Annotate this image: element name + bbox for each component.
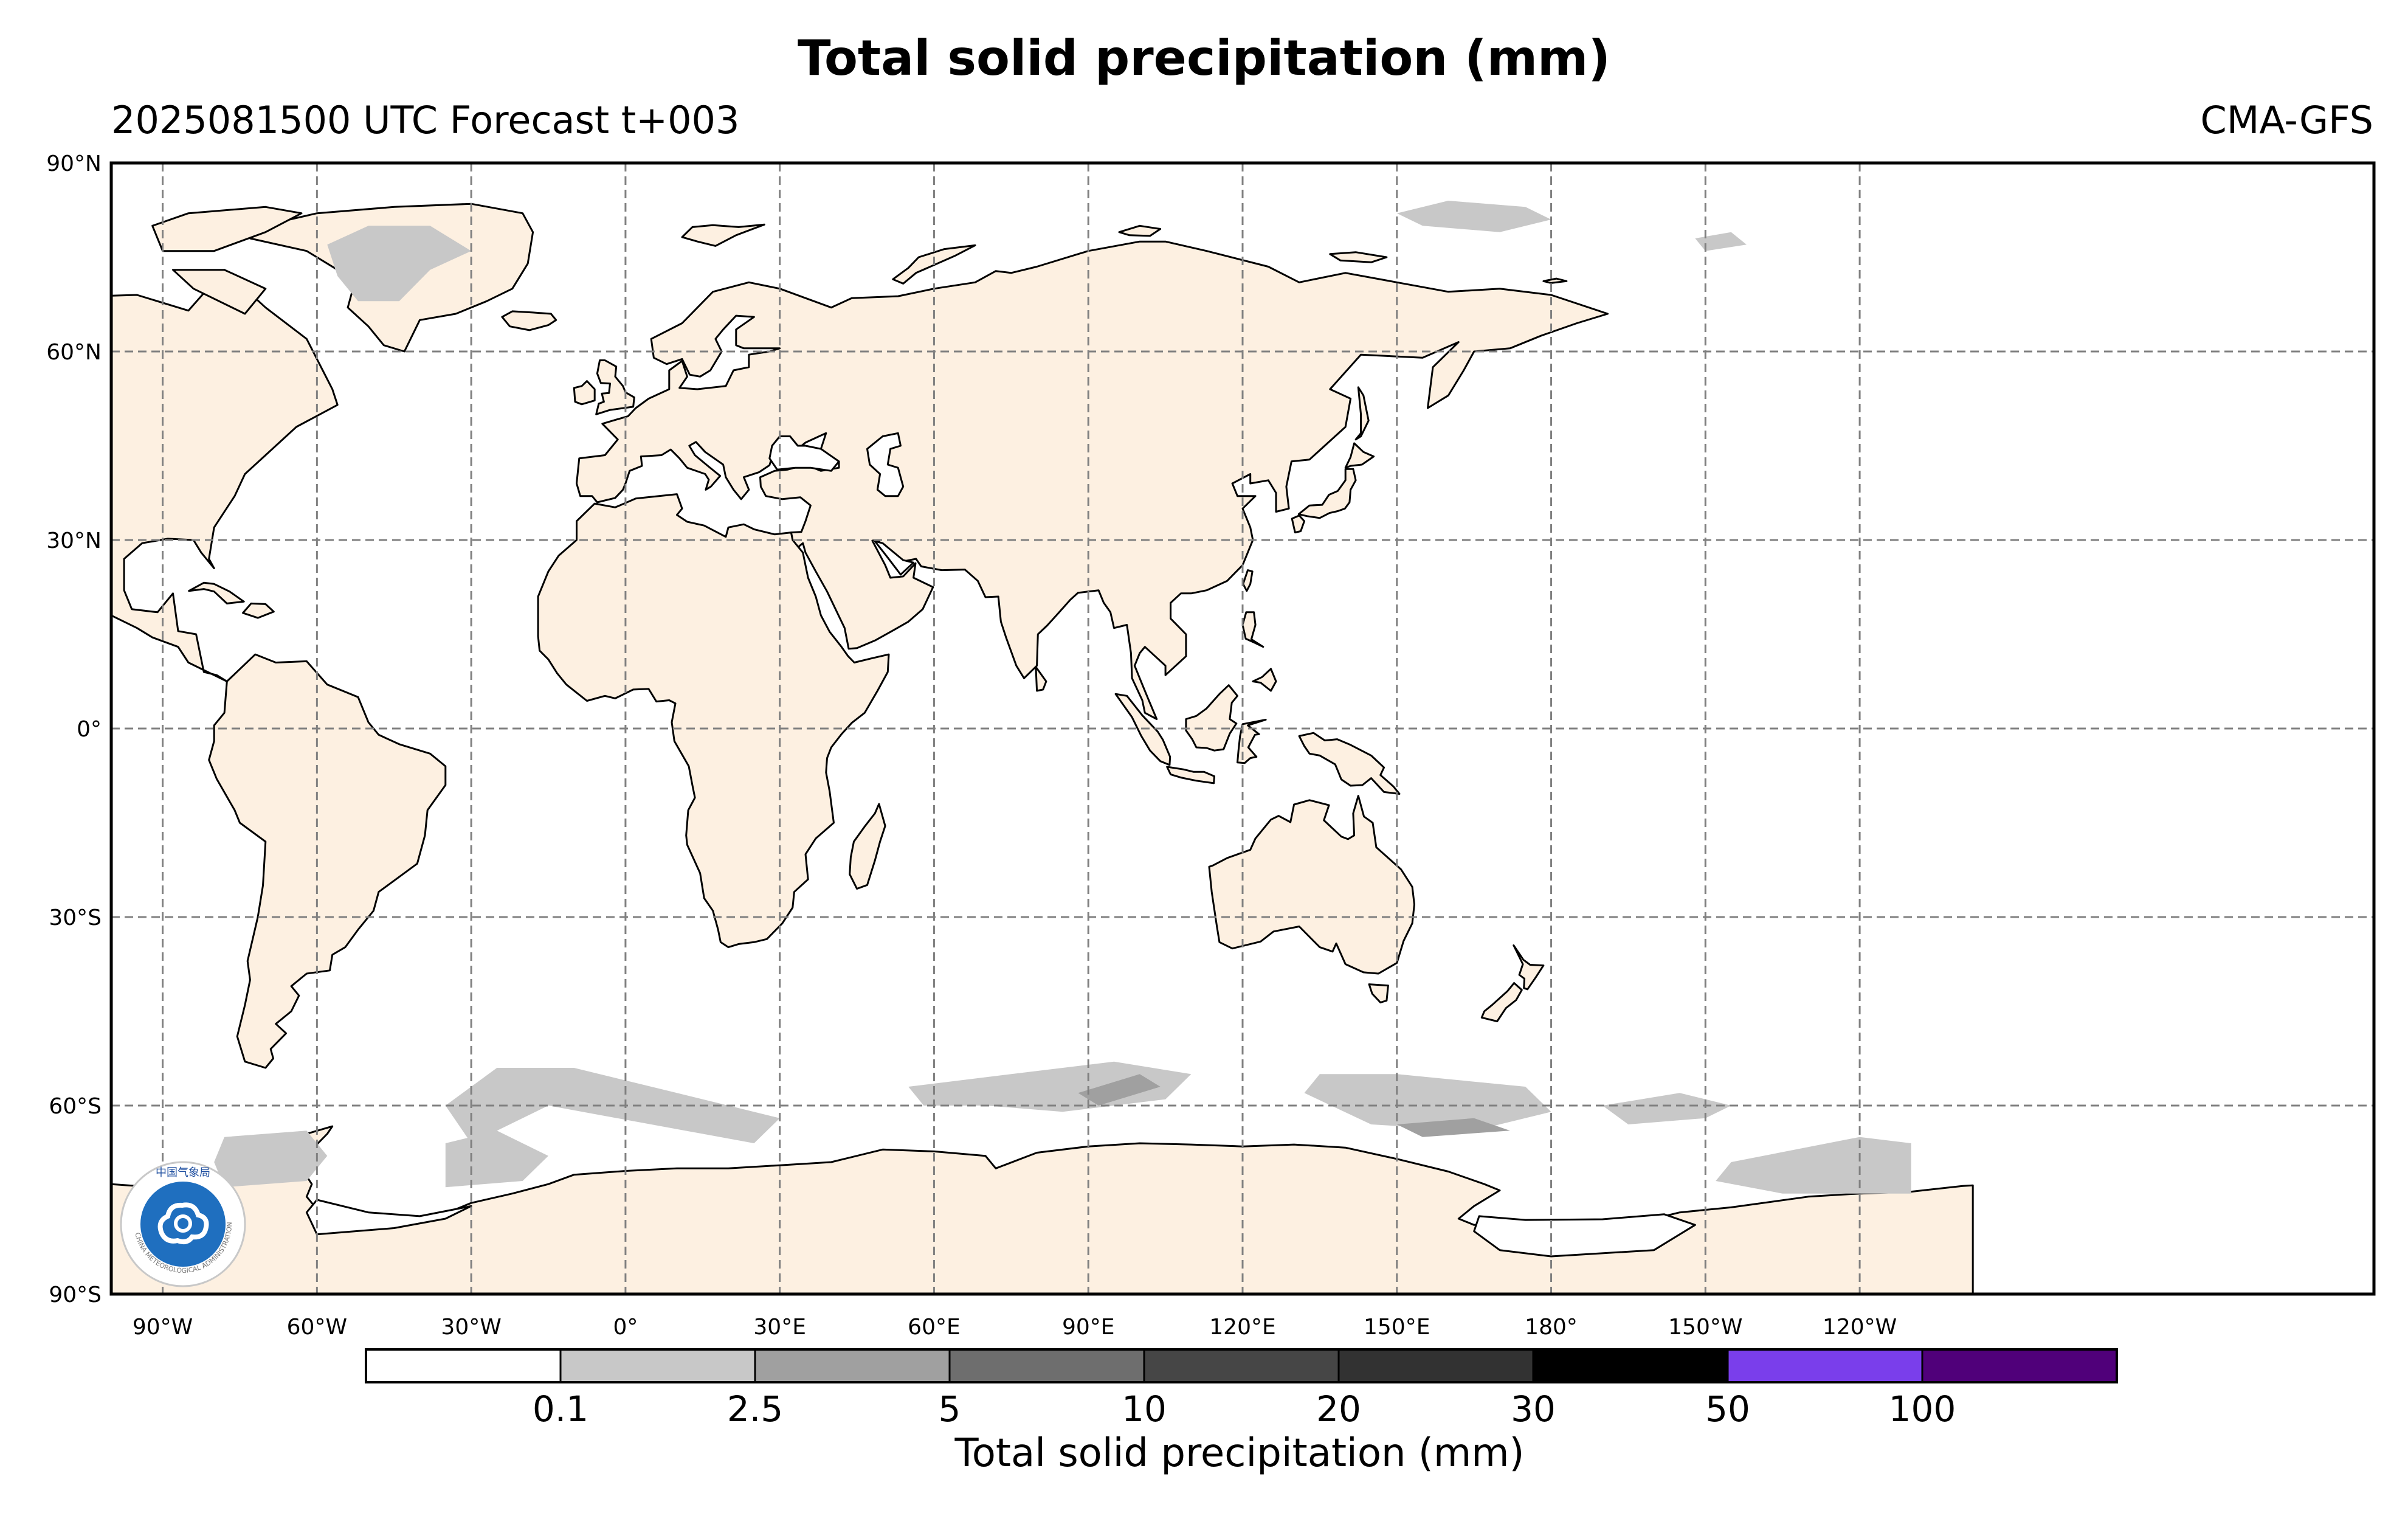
map-area	[0, 163, 2374, 1294]
lat-tick-label: 60°S	[49, 1094, 102, 1119]
colorbar-swatch	[1921, 1348, 2118, 1383]
forecast-label: 2025081500 UTC Forecast t+003	[111, 98, 740, 142]
land-svalbard	[681, 223, 765, 247]
lon-tick-label: 30°E	[753, 1315, 806, 1340]
graticule	[111, 163, 2374, 1294]
colorbar-tick-label: 50	[1705, 1388, 1750, 1430]
lon-tick-label: 60°W	[287, 1315, 347, 1340]
colorbar-tick-label: 2.5	[726, 1388, 784, 1430]
colorbar-swatch	[1727, 1348, 1923, 1383]
land-sulawesi	[1237, 719, 1267, 764]
lat-tick-label: 0°	[77, 717, 102, 742]
land-wrangel	[1542, 277, 1568, 284]
land-japan-hokkaido	[1344, 442, 1375, 469]
lat-tick-label: 30°N	[46, 528, 102, 553]
land-north-america	[111, 269, 339, 682]
lon-tick-label: 120°W	[1823, 1315, 1897, 1340]
precip-greenland-snow	[327, 226, 472, 302]
lon-tick-label: 180°	[1525, 1315, 1578, 1340]
land-sakhalin	[1354, 386, 1370, 441]
precip-arctic-snow-alaska	[1695, 232, 1747, 251]
map-frame	[109, 161, 2376, 1296]
map-title: Total solid precipitation (mm)	[798, 30, 1610, 86]
land-japan-honshu	[1297, 468, 1357, 519]
land-canadian-arctic-2	[151, 206, 303, 252]
axis-ticks: 90°N 60°N 30°N 0° 30°S 60°S 90°S 90°W 60°W 30°W 0°…	[46, 151, 1897, 1340]
precip-amundsen-snow	[1716, 1137, 1911, 1194]
precip-heavy-streak-indian	[1078, 1074, 1161, 1106]
colorbar-tick-label: 20	[1316, 1388, 1361, 1430]
colorbar-swatch	[754, 1348, 951, 1383]
lon-tick-label: 120°E	[1209, 1315, 1275, 1340]
land-british-isles	[595, 359, 635, 415]
land-hispaniola	[242, 602, 275, 619]
land-philippines-luzon	[1241, 611, 1264, 648]
lon-tick-label: 60°E	[908, 1315, 961, 1340]
colorbar-swatch	[1532, 1348, 1729, 1383]
land-australia	[1208, 795, 1415, 975]
land-weddell-shelf-hole	[305, 1199, 472, 1236]
land-japan-kyushu	[1291, 514, 1305, 534]
land-cuba	[188, 581, 245, 604]
colorbar-tick-label: 10	[1122, 1388, 1167, 1430]
land-ross-shelf-hole	[1473, 1213, 1696, 1258]
land-new-zealand-s	[1480, 982, 1523, 1022]
land-sri-lanka	[1035, 666, 1047, 692]
lon-tick-label: 0°	[613, 1315, 638, 1340]
precip-antarctic-peninsula-snow	[214, 1130, 328, 1188]
precip-arctic-snow-siberia	[1396, 201, 1551, 232]
land-south-america	[208, 653, 447, 1069]
land-canadian-arctic-1	[0, 248, 70, 277]
land-ireland	[573, 380, 596, 406]
lat-tick-label: 90°N	[46, 151, 102, 176]
land-taiwan	[1242, 569, 1254, 592]
colorbar-swatch	[365, 1348, 562, 1383]
colorbar-swatch	[559, 1348, 756, 1383]
land-arabia-gulf-hole	[874, 540, 915, 576]
colorbar-tick-label: 30	[1511, 1388, 1556, 1430]
land-tasmania	[1368, 983, 1389, 1003]
lat-tick-label: 30°S	[49, 905, 102, 930]
precip-heavy-streak-pacific	[1396, 1118, 1510, 1137]
model-label: CMA-GFS	[2200, 98, 2373, 142]
lon-tick-label: 90°E	[1062, 1315, 1115, 1340]
land-borneo	[1185, 684, 1238, 752]
precip-southern-band-pacific	[1304, 1074, 1551, 1131]
colorbar	[365, 1348, 2118, 1383]
land-new-zealand-n	[1513, 944, 1545, 991]
land-philippines-mindanao	[1252, 668, 1277, 692]
land-madagascar	[849, 803, 886, 890]
land-new-siberian-is	[1329, 251, 1388, 263]
land-severnaya-zemlya	[1118, 224, 1162, 237]
lon-tick-label: 150°W	[1668, 1315, 1742, 1340]
cma-logo: CHINA METEOROLOGICAL ADMINISTRATION 中国气象…	[119, 1160, 247, 1288]
lon-tick-label: 150°E	[1364, 1315, 1430, 1340]
land-caspian-hole	[866, 432, 905, 497]
lon-tick-label: 30°W	[441, 1315, 501, 1340]
land-new-guinea	[1298, 732, 1401, 795]
precip-southern-band-east	[1602, 1093, 1731, 1124]
colorbar-swatch	[1143, 1348, 1340, 1383]
lon-tick-label: 90°W	[133, 1315, 193, 1340]
colorbar-title: Total solid precipitation (mm)	[954, 1431, 1525, 1476]
colorbar-tick-label: 0.1	[532, 1388, 589, 1430]
land-sumatra	[1114, 693, 1171, 766]
cma-emblem-icon: CHINA METEOROLOGICAL ADMINISTRATION 中国气象…	[120, 1161, 246, 1287]
colorbar-swatch	[1337, 1348, 1534, 1383]
colorbar-swatch	[948, 1348, 1145, 1383]
land-canadian-arctic-3	[172, 269, 267, 315]
lat-tick-label: 60°N	[46, 340, 102, 365]
land-java	[1166, 766, 1215, 784]
colorbar-tick-label: 100	[1888, 1388, 1956, 1430]
land-iceland	[501, 310, 557, 331]
lat-tick-label: 90°S	[49, 1283, 102, 1307]
precip-southern-band-indian	[908, 1061, 1192, 1112]
colorbar-frame	[365, 1348, 2118, 1383]
logo-chinese-text: 中国气象局	[156, 1166, 210, 1179]
colorbar-tick-label: 5	[938, 1388, 961, 1430]
